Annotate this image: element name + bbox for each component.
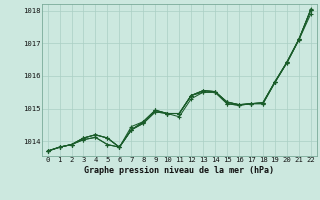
- X-axis label: Graphe pression niveau de la mer (hPa): Graphe pression niveau de la mer (hPa): [84, 166, 274, 175]
